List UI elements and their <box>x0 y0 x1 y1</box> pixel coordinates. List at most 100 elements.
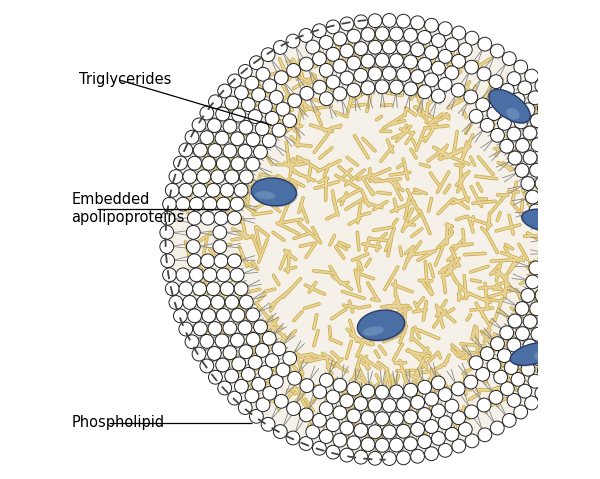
Circle shape <box>265 112 279 125</box>
Circle shape <box>340 448 354 462</box>
Circle shape <box>566 190 580 204</box>
Circle shape <box>494 370 508 384</box>
Circle shape <box>523 339 537 353</box>
Circle shape <box>464 405 478 419</box>
Circle shape <box>269 375 283 388</box>
Circle shape <box>590 176 600 190</box>
Circle shape <box>313 413 326 427</box>
Circle shape <box>410 43 425 57</box>
Circle shape <box>529 261 543 275</box>
Circle shape <box>571 247 584 261</box>
Circle shape <box>559 302 572 316</box>
Circle shape <box>225 170 239 183</box>
Circle shape <box>333 378 347 392</box>
Circle shape <box>234 282 248 296</box>
Circle shape <box>389 385 403 399</box>
Circle shape <box>539 125 553 139</box>
Circle shape <box>259 100 272 114</box>
Circle shape <box>187 226 200 240</box>
Circle shape <box>530 302 544 316</box>
Circle shape <box>425 18 439 32</box>
Circle shape <box>160 240 173 253</box>
Circle shape <box>535 79 549 93</box>
Circle shape <box>193 143 207 157</box>
Circle shape <box>497 116 511 130</box>
Circle shape <box>577 289 590 303</box>
Circle shape <box>438 78 452 91</box>
Circle shape <box>225 369 239 383</box>
Circle shape <box>208 95 223 109</box>
Circle shape <box>238 145 252 158</box>
Circle shape <box>354 15 368 29</box>
Circle shape <box>179 322 193 336</box>
Circle shape <box>248 110 262 124</box>
Circle shape <box>163 197 176 211</box>
Circle shape <box>228 391 242 405</box>
Circle shape <box>418 85 431 99</box>
Circle shape <box>254 145 268 159</box>
Ellipse shape <box>506 108 520 120</box>
Circle shape <box>340 421 354 435</box>
Circle shape <box>217 157 230 171</box>
Circle shape <box>203 197 217 211</box>
Circle shape <box>404 28 418 42</box>
Circle shape <box>546 353 560 366</box>
Circle shape <box>561 328 575 342</box>
Circle shape <box>431 61 445 75</box>
Circle shape <box>239 170 253 184</box>
Circle shape <box>299 437 313 450</box>
Circle shape <box>418 380 431 394</box>
Circle shape <box>546 328 560 342</box>
Circle shape <box>535 177 549 190</box>
Circle shape <box>245 76 259 90</box>
Circle shape <box>313 80 326 94</box>
Circle shape <box>333 87 347 101</box>
Circle shape <box>566 275 580 289</box>
Circle shape <box>218 381 232 395</box>
Circle shape <box>576 329 590 342</box>
Circle shape <box>200 106 214 120</box>
Circle shape <box>389 54 403 68</box>
Circle shape <box>571 233 585 246</box>
Circle shape <box>238 400 252 414</box>
Circle shape <box>554 341 568 354</box>
Circle shape <box>554 125 568 138</box>
Circle shape <box>188 309 202 323</box>
Circle shape <box>361 384 375 398</box>
Circle shape <box>594 275 600 289</box>
Circle shape <box>556 261 569 275</box>
Circle shape <box>404 437 418 451</box>
Circle shape <box>256 398 270 411</box>
Circle shape <box>505 361 518 375</box>
Circle shape <box>238 321 252 334</box>
Ellipse shape <box>253 180 298 207</box>
Circle shape <box>217 197 230 211</box>
Circle shape <box>464 375 478 389</box>
Circle shape <box>193 183 206 197</box>
Circle shape <box>530 352 544 365</box>
Circle shape <box>546 137 560 151</box>
Circle shape <box>562 353 575 367</box>
Circle shape <box>361 411 375 425</box>
Circle shape <box>217 308 230 322</box>
Circle shape <box>544 163 558 177</box>
Circle shape <box>431 34 445 47</box>
Circle shape <box>445 66 459 80</box>
Circle shape <box>418 408 431 422</box>
Circle shape <box>549 177 563 190</box>
Circle shape <box>404 410 418 424</box>
Circle shape <box>500 326 514 340</box>
Circle shape <box>526 275 539 289</box>
Circle shape <box>169 296 183 309</box>
Circle shape <box>523 315 537 329</box>
Circle shape <box>225 96 239 110</box>
Circle shape <box>326 390 340 404</box>
Circle shape <box>598 233 600 246</box>
Circle shape <box>206 183 220 197</box>
Circle shape <box>200 334 214 348</box>
Circle shape <box>232 108 245 122</box>
Circle shape <box>418 435 431 448</box>
Circle shape <box>276 102 290 116</box>
Circle shape <box>530 163 544 177</box>
Circle shape <box>259 365 272 379</box>
